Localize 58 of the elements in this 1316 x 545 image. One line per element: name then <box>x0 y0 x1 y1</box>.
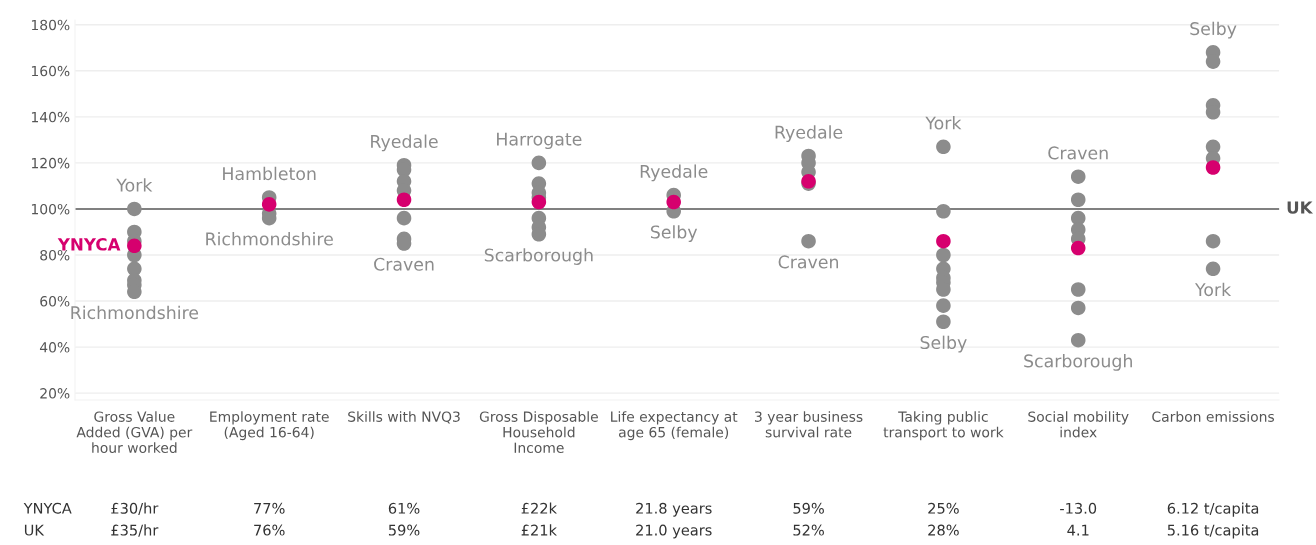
y-tick-label: 120% <box>31 157 70 169</box>
annotation: Scarborough <box>484 248 593 265</box>
annotation: York <box>116 178 153 192</box>
annotation: Selby <box>650 225 698 242</box>
series-label: YNYCA <box>57 238 121 251</box>
text: 61% <box>388 502 420 514</box>
x-tick-label: Taking public transport to work <box>883 411 1004 441</box>
annotation: Craven <box>1048 146 1108 160</box>
annotation: Harrogate <box>497 132 582 150</box>
text: £30/hr <box>111 502 159 515</box>
text: -13.0 <box>1060 502 1097 514</box>
text: 28% <box>928 524 959 536</box>
x-tick-label: Carbon emissions <box>1152 411 1275 422</box>
annotation: Ryedale <box>371 134 438 152</box>
text: YNYCA <box>23 502 72 514</box>
y-tick-label: 40% <box>39 342 70 353</box>
text: UK <box>24 524 45 536</box>
text: 21.8 years <box>636 502 712 517</box>
text: 5.16 t/capita <box>1167 524 1259 539</box>
x-tick-label: Life expectancy at age 65 (female) <box>611 411 738 441</box>
annotation: Craven <box>374 257 434 271</box>
x-tick-label: Gross Value Added (GVA) per hour worked <box>76 411 193 453</box>
ref-line-label: UK <box>1287 201 1314 214</box>
y-tick-label: 180% <box>31 19 70 31</box>
text: £35/hr <box>111 524 159 537</box>
annotation: Hambleton <box>223 166 316 181</box>
text: 25% <box>928 502 959 514</box>
y-tick-label: 160% <box>31 65 70 77</box>
annotation: Selby <box>920 335 967 353</box>
y-tick-label: 100% <box>31 203 70 215</box>
text: 76% <box>254 524 285 536</box>
text: 59% <box>388 524 420 536</box>
annotation: Ryedale <box>775 125 843 143</box>
annotation: Richmondshire <box>206 232 333 246</box>
y-tick-label: 20% <box>40 388 70 399</box>
annotation: Selby <box>1190 21 1237 39</box>
y-tick-label: 80% <box>40 249 70 261</box>
annotation: Craven <box>778 255 839 269</box>
annotation: Richmondshire <box>71 305 199 320</box>
text: 6.12 t/capita <box>1167 502 1259 517</box>
x-tick-label: Employment rate (Aged 16-64) <box>210 411 329 441</box>
text: £22k <box>521 502 557 514</box>
x-tick-label: 3 year business survival rate <box>755 411 863 438</box>
y-tick-label: 60% <box>40 296 70 307</box>
text: 21.0 years <box>636 524 712 539</box>
annotation: Ryedale <box>640 164 708 182</box>
text: 4.1 <box>1067 524 1089 536</box>
annotation: Scarborough <box>1024 354 1132 371</box>
x-tick-label: Gross Disposable Household Income <box>479 411 598 453</box>
text: 77% <box>254 502 285 514</box>
text: 52% <box>793 524 824 536</box>
annotation: York <box>1194 282 1232 297</box>
x-tick-label: Social mobility index <box>1028 411 1129 438</box>
text: 59% <box>793 502 824 514</box>
text: £21k <box>521 524 557 536</box>
y-tick-label: 140% <box>31 111 70 123</box>
x-tick-label: Skills with NVQ3 <box>348 411 460 424</box>
annotation: York <box>925 116 962 130</box>
